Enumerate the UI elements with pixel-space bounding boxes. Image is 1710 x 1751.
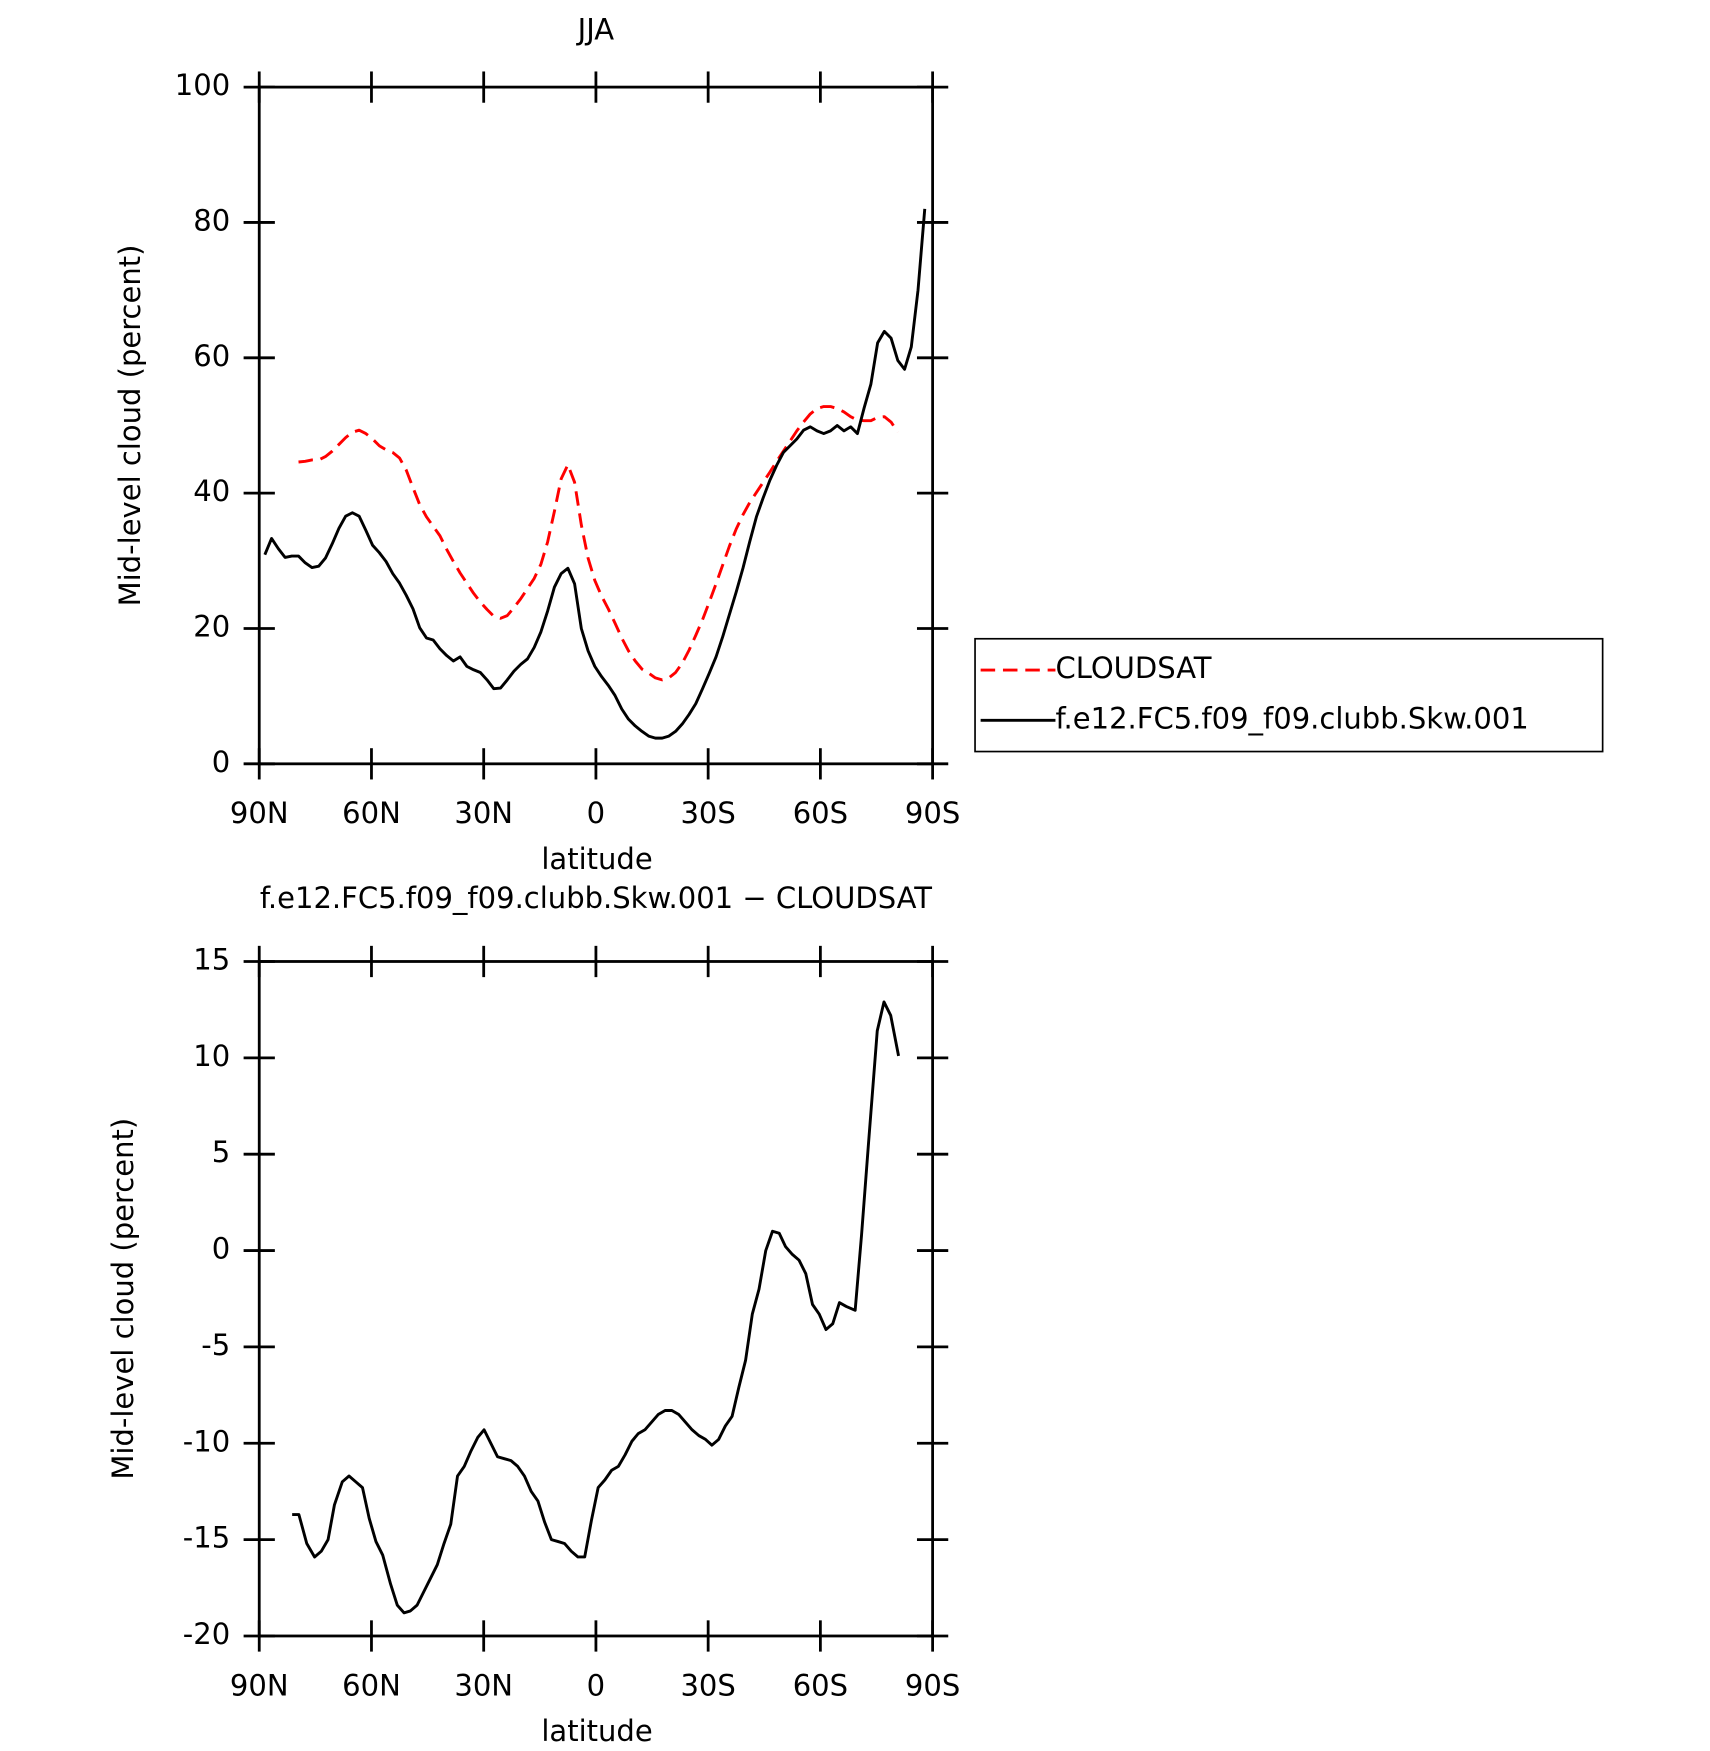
y-tick-label: 60 bbox=[193, 339, 230, 373]
data-line bbox=[292, 1000, 900, 1615]
data-line bbox=[263, 208, 927, 740]
x-tick-label: 90N bbox=[230, 1668, 289, 1702]
y-axis-label: Mid-level cloud (percent) bbox=[106, 1118, 140, 1480]
chart-title: JJA bbox=[576, 12, 615, 46]
x-tick-label: 90N bbox=[230, 796, 289, 830]
y-tick-label: 20 bbox=[193, 609, 230, 643]
y-tick-label: 5 bbox=[212, 1135, 230, 1169]
x-tick-label: 0 bbox=[587, 796, 605, 830]
plot-frame bbox=[257, 960, 935, 1638]
chart-title: f.e12.FC5.f09_f09.clubb.Skw.001 − CLOUDS… bbox=[260, 881, 932, 915]
x-tick-label: 30S bbox=[680, 1668, 735, 1702]
y-tick-label: 40 bbox=[193, 474, 230, 508]
x-tick-label: 60N bbox=[342, 796, 401, 830]
legend-label: CLOUDSAT bbox=[1055, 651, 1211, 685]
x-tick-label: 90S bbox=[905, 796, 960, 830]
x-tick-label: 60S bbox=[793, 796, 848, 830]
y-tick-label: 100 bbox=[175, 68, 230, 102]
y-tick-label: 80 bbox=[193, 203, 230, 237]
x-tick-label: 90S bbox=[905, 1668, 960, 1702]
y-axis-label: Mid-level cloud (percent) bbox=[113, 245, 147, 607]
data-line bbox=[298, 405, 900, 682]
y-tick-label: -15 bbox=[183, 1521, 230, 1555]
x-tick-label: 60N bbox=[342, 1668, 401, 1702]
y-tick-label: -10 bbox=[183, 1424, 230, 1458]
x-axis-label: latitude bbox=[541, 842, 652, 876]
x-tick-label: 30N bbox=[454, 1668, 513, 1702]
legend-label: f.e12.FC5.f09_f09.clubb.Skw.001 bbox=[1055, 701, 1528, 735]
x-axis-label: latitude bbox=[541, 1714, 652, 1748]
x-tick-label: 0 bbox=[587, 1668, 605, 1702]
y-tick-label: -20 bbox=[183, 1617, 230, 1651]
y-tick-label: 15 bbox=[193, 942, 230, 976]
y-tick-label: 10 bbox=[193, 1039, 230, 1073]
x-tick-label: 30N bbox=[454, 796, 513, 830]
plot-frame bbox=[257, 85, 935, 766]
y-tick-label: 0 bbox=[212, 745, 230, 779]
x-tick-label: 30S bbox=[680, 796, 735, 830]
legend-box bbox=[974, 637, 1604, 753]
y-tick-label: 0 bbox=[212, 1232, 230, 1266]
x-tick-label: 60S bbox=[793, 1668, 848, 1702]
y-tick-label: -5 bbox=[201, 1328, 230, 1362]
